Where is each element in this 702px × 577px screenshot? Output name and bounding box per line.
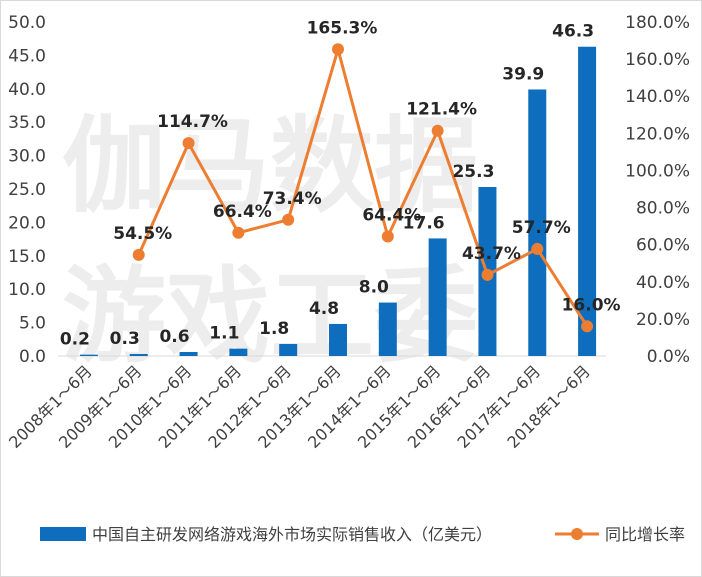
y-left-tick-label: 25.0 [8, 180, 46, 200]
line-point [132, 248, 145, 261]
y-right-tick-label: 100.0% [625, 161, 690, 181]
line-point [282, 213, 295, 226]
watermark: 伽马数据 游戏工委 [62, 105, 478, 377]
bar-value-label: 46.3 [552, 22, 594, 42]
y-axis-right: 0.0% 20.0% 40.0% 60.0% 80.0% 100.0% 120.0% 140.… [625, 13, 690, 367]
y-left-tick-label: 10.0 [8, 280, 46, 300]
line-series [132, 43, 594, 333]
y-left-tick-label: 45.0 [8, 46, 46, 66]
bar [179, 351, 198, 356]
line-point [531, 242, 544, 255]
y-right-tick-label: 120.0% [625, 124, 690, 144]
bar [229, 348, 248, 356]
legend-bar-swatch [40, 527, 86, 541]
line-value-label: 16.0% [562, 295, 621, 315]
bar-value-label: 17.6 [403, 213, 445, 233]
line-value-label: 43.7% [462, 244, 521, 264]
bar [79, 354, 98, 356]
y-left-tick-label: 5.0 [19, 314, 46, 334]
y-left-tick-label: 40.0 [8, 80, 46, 100]
bar [428, 238, 447, 356]
line-point [381, 230, 394, 243]
line-point [332, 43, 344, 56]
bar [528, 89, 547, 356]
y-right-tick-label: 80.0% [636, 199, 690, 219]
line-value-label: 66.4% [213, 202, 272, 222]
legend: 中国自主研发网络游戏海外市场实际销售收入（亿美元） 同比增长率 [40, 525, 685, 544]
bar [578, 46, 597, 356]
line-data-labels: 54.5% 114.7% 66.4%73.4% 165.3% 64.4% 121.4% 43… [113, 18, 620, 315]
bar-value-label: 8.0 [359, 278, 389, 298]
line-value-label: 57.7% [512, 218, 571, 238]
legend-bar-label: 中国自主研发网络游戏海外市场实际销售收入（亿美元） [92, 525, 492, 544]
bar-value-label: 4.8 [309, 299, 339, 319]
bar-value-label: 39.9 [502, 64, 544, 84]
y-right-tick-label: 0.0% [647, 347, 690, 367]
bar-value-label: 0.6 [159, 327, 189, 347]
y-left-tick-label: 35.0 [8, 113, 46, 133]
y-axis-left: 0.0 5.0 10.0 15.0 20.0 25.0 30.0 35.0 40.0 45.0 50… [8, 13, 46, 367]
y-left-tick-label: 0.0 [19, 347, 46, 367]
line-value-label: 54.5% [113, 224, 172, 244]
line-value-label: 73.4% [263, 189, 322, 209]
line-point [431, 124, 444, 137]
line-value-label: 121.4% [406, 100, 477, 120]
y-left-tick-label: 30.0 [8, 147, 46, 167]
x-category-label: 2008年1～6月 [5, 361, 96, 452]
line-point [581, 320, 594, 333]
y-right-tick-label: 60.0% [636, 236, 690, 256]
line-point [182, 137, 195, 150]
growth-line [137, 47, 589, 328]
legend-line-marker [571, 528, 583, 540]
bar-value-label: 1.8 [259, 319, 289, 339]
y-left-tick-label: 50.0 [8, 13, 46, 33]
y-right-tick-label: 140.0% [625, 87, 690, 107]
line-value-label: 165.3% [307, 18, 378, 38]
line-value-label: 114.7% [157, 112, 228, 132]
y-left-tick-label: 15.0 [8, 247, 46, 267]
bar-data-labels: 0.2 0.3 0.6 1.1 1.8 4.8 8.0 17.6 25.3 39.9 46.3 [60, 22, 594, 350]
y-left-tick-label: 20.0 [8, 213, 46, 233]
y-right-tick-label: 20.0% [636, 310, 690, 330]
bar-value-label: 0.3 [110, 329, 140, 349]
y-right-tick-label: 40.0% [636, 273, 690, 293]
bar [329, 323, 347, 356]
watermark-line-1: 伽马数据 [62, 105, 478, 227]
bar-value-label: 1.1 [209, 324, 239, 344]
watermark-line-2: 游戏工委 [62, 255, 478, 377]
bar [378, 302, 397, 356]
y-right-tick-label: 160.0% [625, 50, 690, 70]
bar-value-label: 25.3 [452, 162, 494, 182]
bar-value-label: 0.2 [60, 330, 90, 350]
line-point [481, 268, 494, 281]
legend-line-label: 同比增长率 [605, 525, 685, 544]
bar [279, 343, 298, 356]
y-right-tick-label: 180.0% [625, 13, 690, 33]
line-point [232, 226, 245, 239]
bar [129, 353, 148, 356]
line-value-label: 64.4% [362, 206, 421, 226]
